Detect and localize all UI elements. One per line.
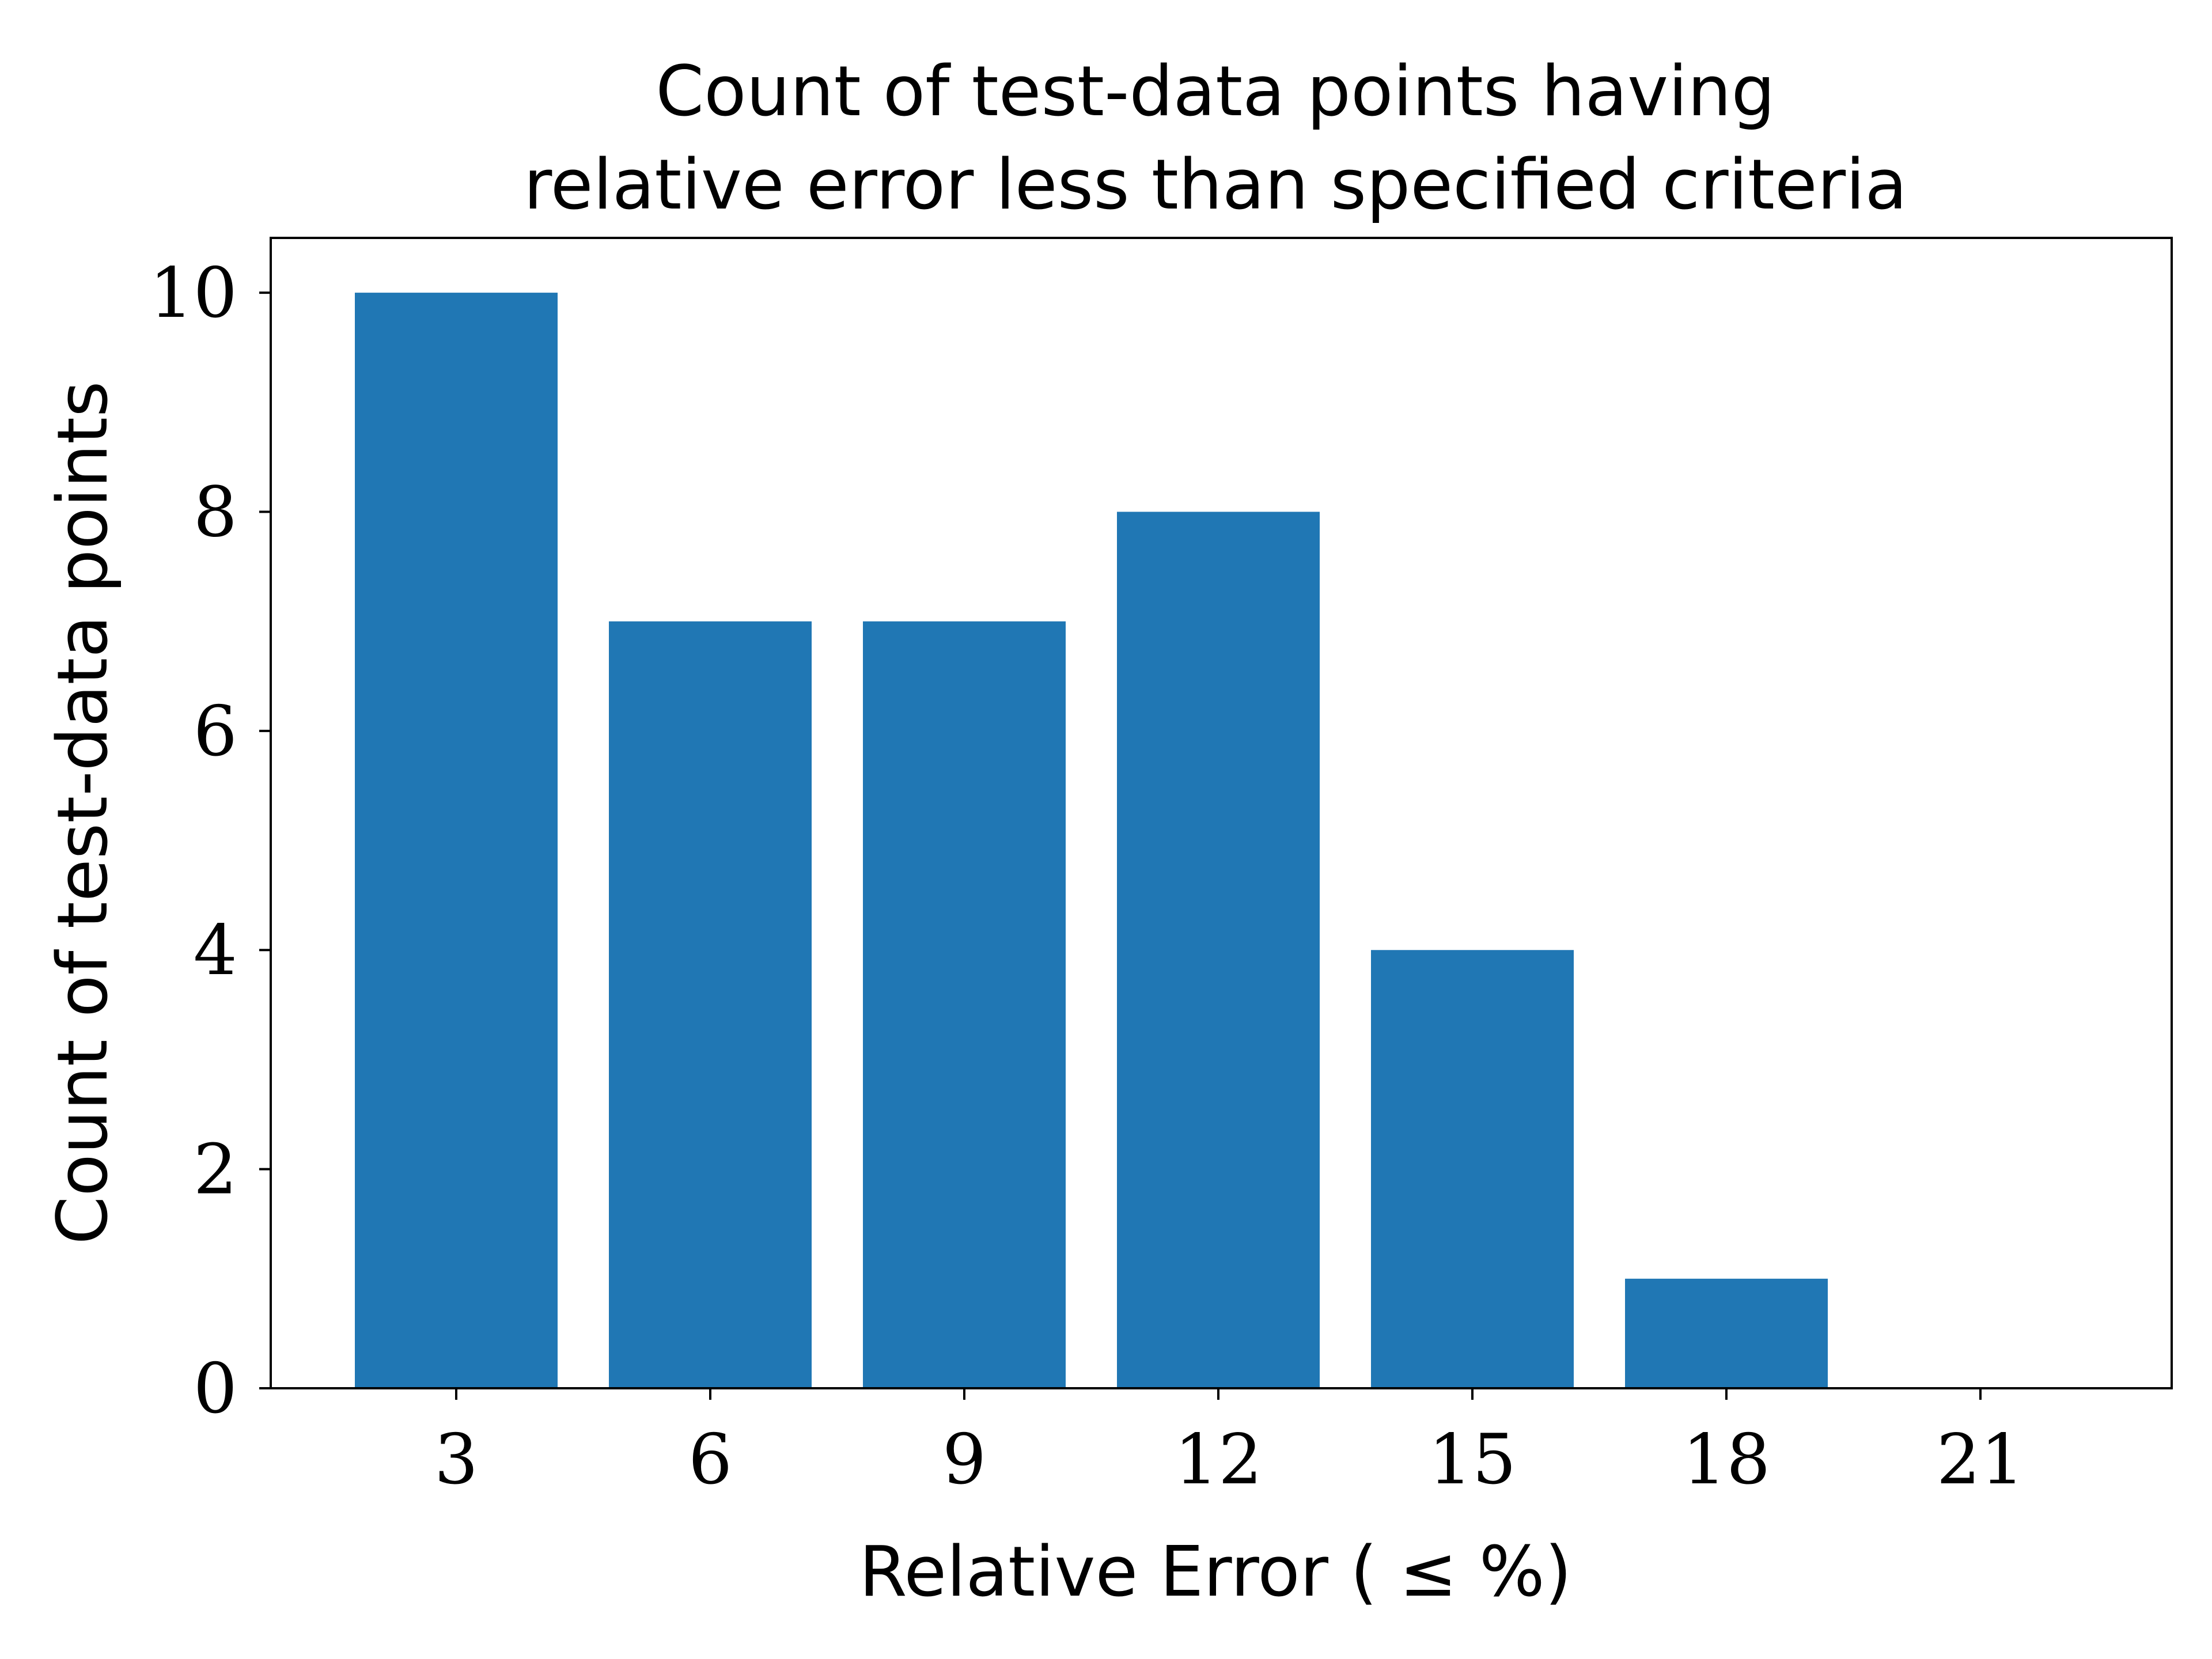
bar-15	[1371, 950, 1574, 1388]
x-tick-label-9: 9	[942, 1420, 986, 1500]
x-tick-label-6: 6	[688, 1420, 732, 1500]
y-ticks-group: 0 2 4 6 8 10	[149, 253, 271, 1429]
y-tick-label-4: 4	[194, 911, 237, 991]
x-ticks-group: 3 6 9 12 15 18 21	[434, 1388, 2025, 1500]
y-tick-label-6: 6	[194, 692, 237, 772]
x-tick-label-12: 12	[1175, 1420, 1263, 1500]
chart-title-line-1: Count of test-data points having	[656, 52, 1775, 132]
y-tick-label-0: 0	[194, 1349, 237, 1429]
y-tick-label-10: 10	[149, 253, 237, 334]
bar-6	[609, 621, 812, 1388]
bar-18	[1625, 1278, 1828, 1388]
chart-title-line-2: relative error less than specified crite…	[524, 145, 1907, 225]
bar-9	[863, 621, 1066, 1388]
x-tick-label-18: 18	[1683, 1420, 1771, 1500]
bar-12	[1117, 512, 1320, 1388]
y-tick-label-8: 8	[194, 472, 237, 552]
x-tick-label-21: 21	[1937, 1420, 2025, 1500]
plot-area-frame	[270, 237, 2173, 1389]
x-tick-label-3: 3	[434, 1420, 478, 1500]
bar-3	[355, 293, 558, 1389]
y-tick-label-2: 2	[194, 1130, 237, 1210]
y-axis-label: Count of test-data points	[43, 381, 123, 1244]
x-tick-label-15: 15	[1429, 1420, 1517, 1500]
bars-group	[355, 293, 1828, 1389]
x-axis-label: Relative Error ( ≤ %)	[859, 1532, 1571, 1612]
